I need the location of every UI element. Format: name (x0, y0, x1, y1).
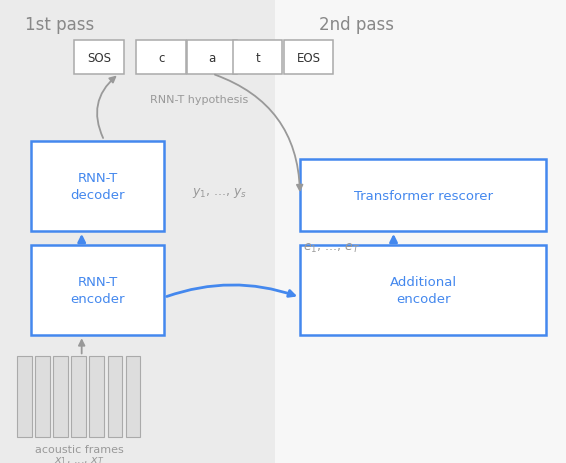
FancyBboxPatch shape (108, 357, 122, 438)
FancyBboxPatch shape (31, 141, 164, 232)
Text: c: c (158, 51, 165, 64)
FancyBboxPatch shape (17, 357, 32, 438)
FancyBboxPatch shape (300, 160, 546, 232)
Text: RNN-T
encoder: RNN-T encoder (70, 275, 125, 306)
FancyBboxPatch shape (35, 357, 50, 438)
Text: EOS: EOS (297, 51, 320, 64)
FancyBboxPatch shape (53, 357, 68, 438)
Text: $y_1$, ..., $y_s$: $y_1$, ..., $y_s$ (192, 185, 248, 199)
Text: a: a (209, 51, 216, 64)
Text: $x_1$, ..., $x_T$: $x_1$, ..., $x_T$ (54, 455, 105, 463)
Text: 2nd pass: 2nd pass (319, 16, 394, 34)
Text: SOS: SOS (87, 51, 111, 64)
FancyBboxPatch shape (74, 41, 124, 75)
FancyBboxPatch shape (136, 41, 186, 75)
FancyBboxPatch shape (71, 357, 86, 438)
Text: RNN-T hypothesis: RNN-T hypothesis (150, 95, 248, 105)
FancyBboxPatch shape (233, 41, 282, 75)
Text: $e_1$, ..., $e_T$: $e_1$, ..., $e_T$ (303, 241, 360, 254)
FancyBboxPatch shape (0, 0, 275, 463)
FancyBboxPatch shape (187, 41, 237, 75)
FancyBboxPatch shape (31, 245, 164, 336)
Text: Transformer rescorer: Transformer rescorer (354, 189, 492, 202)
FancyBboxPatch shape (284, 41, 333, 75)
Text: RNN-T
decoder: RNN-T decoder (70, 171, 125, 201)
Text: acoustic frames: acoustic frames (35, 444, 123, 455)
Text: t: t (255, 51, 260, 64)
Text: 1st pass: 1st pass (25, 16, 95, 34)
Text: Additional
encoder: Additional encoder (389, 275, 457, 306)
FancyBboxPatch shape (300, 245, 546, 336)
FancyBboxPatch shape (126, 357, 140, 438)
FancyBboxPatch shape (89, 357, 104, 438)
